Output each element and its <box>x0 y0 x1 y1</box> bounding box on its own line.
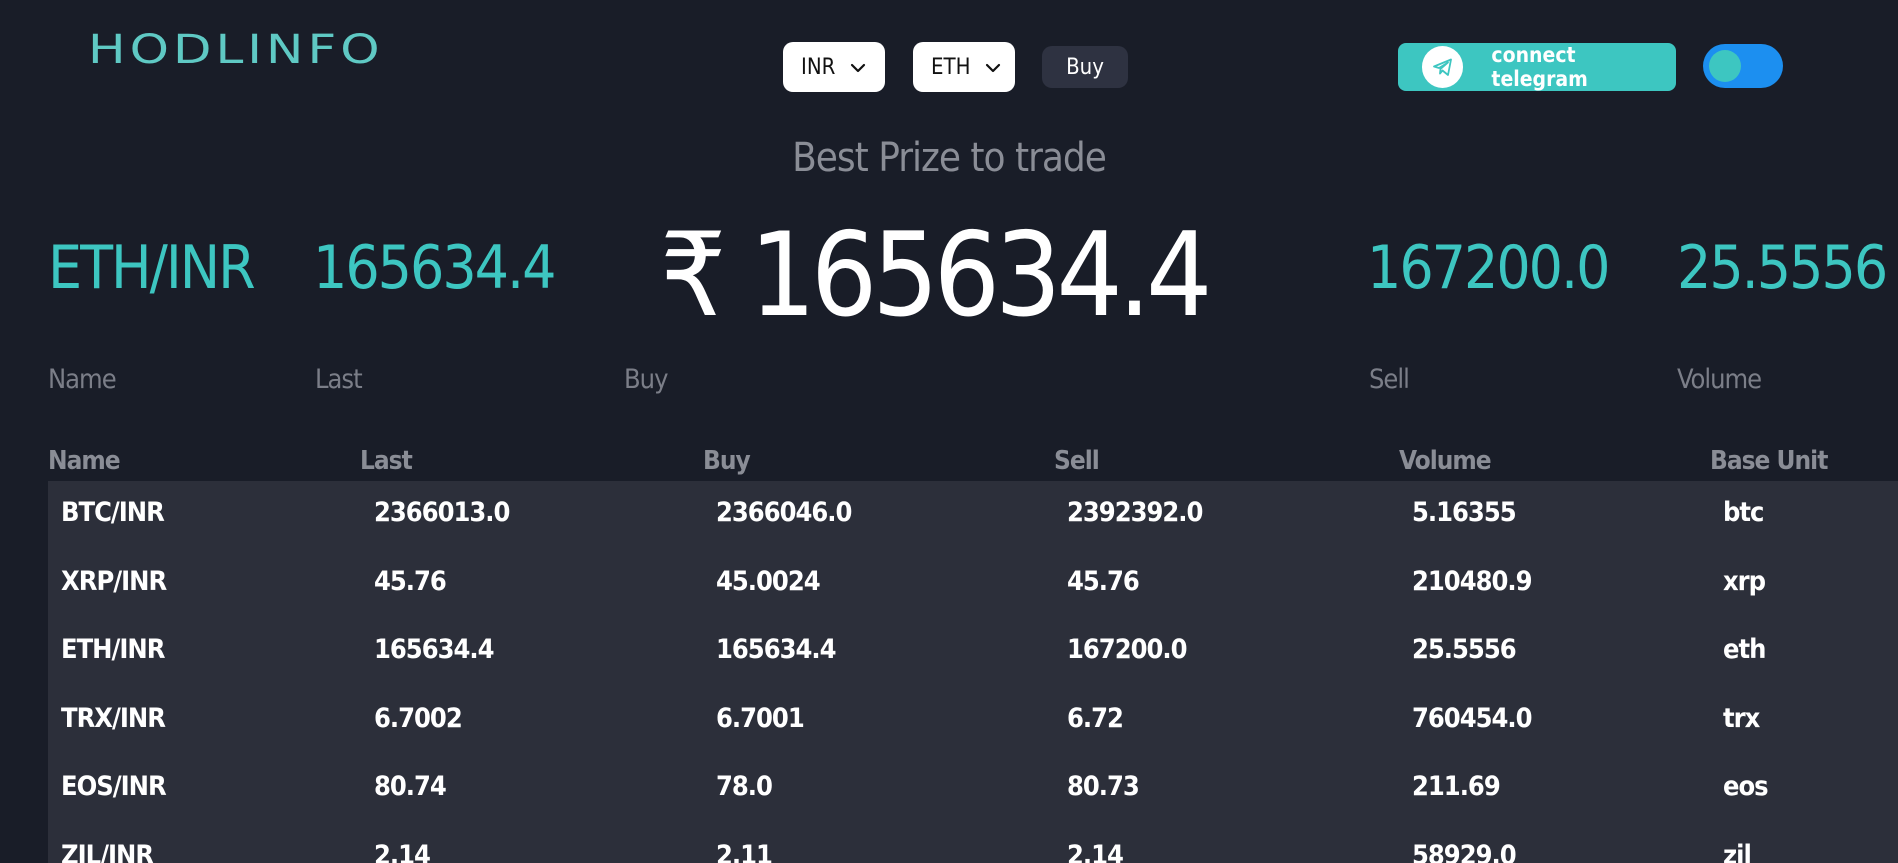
currency-select[interactable]: INR <box>783 42 885 92</box>
crypto-select[interactable]: ETH <box>913 42 1015 92</box>
cell-volume: 210480.9 <box>1412 565 1533 597</box>
cell-sell: 2.14 <box>1067 839 1124 863</box>
cell-buy: 2366046.0 <box>716 497 852 528</box>
summary-volume-label: Volume <box>1677 364 1762 395</box>
table-row[interactable]: BTC/INR 2366013.0 2366046.0 2392392.0 5.… <box>48 481 1898 550</box>
cell-name: EOS/INR <box>61 771 167 803</box>
chevron-down-icon <box>849 58 867 76</box>
crypto-select-value: ETH <box>931 54 971 80</box>
summary-buy-price: ₹ 165634.4 <box>660 208 1212 343</box>
cell-last: 45.76 <box>374 565 447 597</box>
cell-buy: 6.7001 <box>716 702 805 734</box>
table-row[interactable]: TRX/INR 6.7002 6.7001 6.72 760454.0 trx <box>48 687 1898 756</box>
summary-last-value: 165634.4 <box>313 233 556 303</box>
cell-volume: 211.69 <box>1412 771 1501 803</box>
cell-name: ETH/INR <box>61 634 165 666</box>
cell-volume: 760454.0 <box>1412 702 1533 734</box>
telegram-icon <box>1422 46 1464 88</box>
toggle-knob <box>1709 50 1741 82</box>
cell-base-unit: zil <box>1723 839 1752 863</box>
price-table: BTC/INR 2366013.0 2366046.0 2392392.0 5.… <box>48 481 1898 863</box>
column-header-name: Name <box>48 446 121 476</box>
table-row[interactable]: EOS/INR 80.74 78.0 80.73 211.69 eos <box>48 755 1898 824</box>
cell-base-unit: btc <box>1723 497 1764 528</box>
summary-sell-value: 167200.0 <box>1367 233 1610 303</box>
cell-base-unit: eth <box>1723 634 1766 666</box>
cell-name: ZIL/INR <box>61 839 154 863</box>
cell-name: XRP/INR <box>61 565 167 597</box>
cell-last: 6.7002 <box>374 702 463 734</box>
column-header-base-unit: Base Unit <box>1710 446 1828 476</box>
page-subtitle: Best Prize to trade <box>792 135 1107 181</box>
cell-buy: 2.11 <box>716 839 773 863</box>
cell-base-unit: xrp <box>1723 565 1766 597</box>
logo[interactable]: HODLINFO <box>88 26 384 73</box>
cell-sell: 6.72 <box>1067 702 1124 734</box>
cell-sell: 80.73 <box>1067 771 1140 803</box>
cell-sell: 45.76 <box>1067 565 1140 597</box>
summary-sell-label: Sell <box>1369 364 1410 395</box>
connect-telegram-label: connect telegram <box>1491 43 1588 91</box>
cell-sell: 2392392.0 <box>1067 497 1203 528</box>
table-row[interactable]: ZIL/INR 2.14 2.11 2.14 58929.0 zil <box>48 824 1898 863</box>
cell-volume: 5.16355 <box>1412 497 1517 528</box>
cell-buy: 165634.4 <box>716 634 837 666</box>
cell-base-unit: trx <box>1723 702 1760 734</box>
cell-last: 165634.4 <box>374 634 495 666</box>
chevron-down-icon <box>984 58 1002 76</box>
table-row[interactable]: XRP/INR 45.76 45.0024 45.76 210480.9 xrp <box>48 550 1898 619</box>
currency-select-value: INR <box>801 54 836 80</box>
cell-last: 2366013.0 <box>374 497 510 528</box>
table-header: Name Last Buy Sell Volume Base Unit <box>0 446 1898 482</box>
cell-buy: 45.0024 <box>716 565 821 597</box>
cell-name: TRX/INR <box>61 702 166 734</box>
cell-sell: 167200.0 <box>1067 634 1188 666</box>
cell-buy: 78.0 <box>716 771 773 803</box>
cell-name: BTC/INR <box>61 497 165 528</box>
connect-telegram-button[interactable]: connect telegram <box>1398 43 1676 91</box>
cell-last: 80.74 <box>374 771 447 803</box>
column-header-last: Last <box>360 446 413 476</box>
summary-name-label: Name <box>48 364 117 395</box>
column-header-sell: Sell <box>1054 446 1100 476</box>
summary-volume-value: 25.5556 <box>1677 233 1888 303</box>
cell-last: 2.14 <box>374 839 431 863</box>
theme-toggle[interactable] <box>1703 44 1783 88</box>
buy-button[interactable]: Buy <box>1042 46 1128 88</box>
summary-last-label: Last <box>315 364 363 395</box>
cell-base-unit: eos <box>1723 771 1769 803</box>
summary-name-value: ETH/INR <box>48 233 256 303</box>
cell-volume: 58929.0 <box>1412 839 1517 863</box>
summary-buy-label: Buy <box>624 364 668 395</box>
table-row[interactable]: ETH/INR 165634.4 165634.4 167200.0 25.55… <box>48 618 1898 687</box>
column-header-volume: Volume <box>1399 446 1492 476</box>
column-header-buy: Buy <box>703 446 751 476</box>
cell-volume: 25.5556 <box>1412 634 1517 666</box>
